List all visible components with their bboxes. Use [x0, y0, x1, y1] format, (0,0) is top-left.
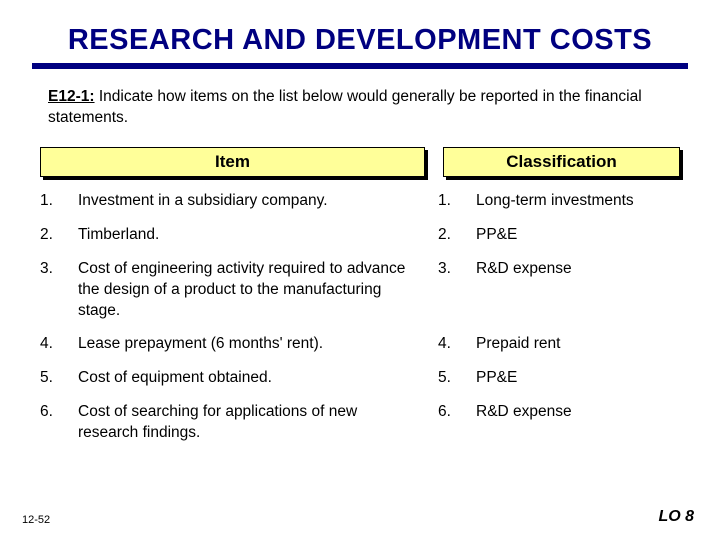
row-num: 2. — [40, 225, 68, 246]
row-classification: PP&E — [476, 368, 674, 389]
row-item: Timberland. — [78, 225, 428, 246]
row-classification: Long-term investments — [476, 191, 674, 212]
row-item: Investment in a subsidiary company. — [78, 191, 428, 212]
row-classification: R&D expense — [476, 402, 674, 444]
row-class-num: 1. — [438, 191, 466, 212]
row-classification: R&D expense — [476, 259, 674, 322]
items-table: 1. Investment in a subsidiary company. 1… — [40, 191, 680, 444]
row-num: 1. — [40, 191, 68, 212]
slide: RESEARCH AND DEVELOPMENT COSTS E12-1: In… — [0, 0, 720, 540]
row-item: Cost of equipment obtained. — [78, 368, 428, 389]
row-num: 4. — [40, 334, 68, 355]
learning-objective: LO 8 — [658, 508, 694, 526]
row-class-num: 6. — [438, 402, 466, 444]
slide-number: 12-52 — [22, 514, 50, 526]
row-item: Lease prepayment (6 months' rent). — [78, 334, 428, 355]
instruction-lead: E12-1: — [48, 88, 95, 105]
row-class-num: 2. — [438, 225, 466, 246]
row-classification: PP&E — [476, 225, 674, 246]
page-title: RESEARCH AND DEVELOPMENT COSTS — [40, 24, 680, 57]
row-num: 3. — [40, 259, 68, 322]
row-num: 5. — [40, 368, 68, 389]
header-classification: Classification — [443, 147, 680, 177]
row-num: 6. — [40, 402, 68, 444]
row-class-num: 3. — [438, 259, 466, 322]
header-item: Item — [40, 147, 425, 177]
row-class-num: 4. — [438, 334, 466, 355]
instruction-text: E12-1: Indicate how items on the list be… — [40, 87, 680, 129]
row-classification: Prepaid rent — [476, 334, 674, 355]
instruction-body: Indicate how items on the list below wou… — [48, 88, 642, 126]
title-rule — [32, 63, 688, 69]
row-item: Cost of engineering activity required to… — [78, 259, 428, 322]
row-class-num: 5. — [438, 368, 466, 389]
row-item: Cost of searching for applications of ne… — [78, 402, 428, 444]
column-headers: Item Classification — [40, 147, 680, 177]
